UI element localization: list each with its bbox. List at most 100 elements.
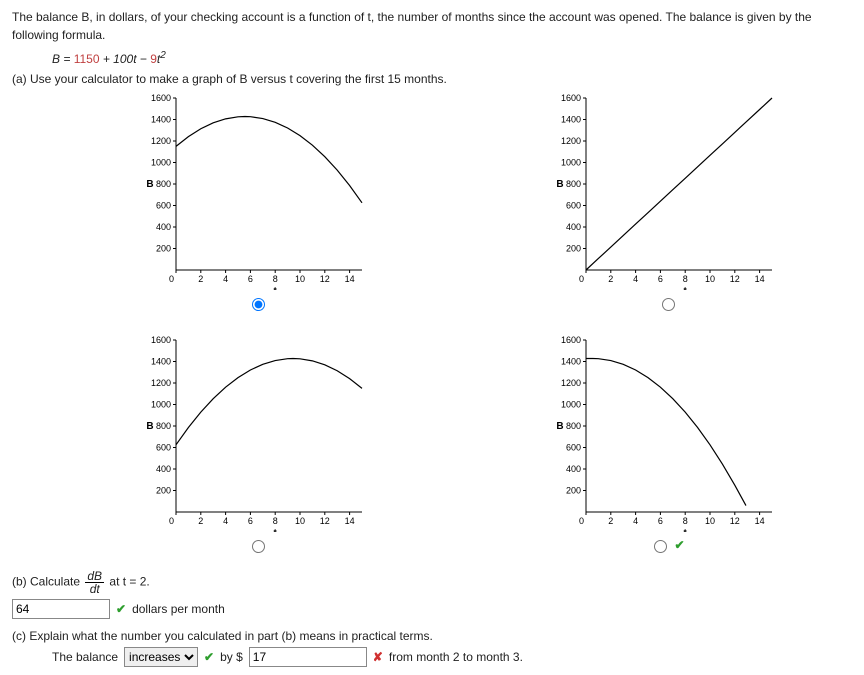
- svg-text:8: 8: [683, 516, 688, 526]
- svg-text:1600: 1600: [151, 93, 171, 103]
- chart-option-2: 200400600800100012001400160024681012140B…: [482, 90, 852, 312]
- chart-1-radio[interactable]: [252, 298, 265, 311]
- svg-text:1600: 1600: [151, 335, 171, 345]
- part-c-text: (c) Explain what the number you calculat…: [12, 629, 852, 643]
- svg-text:12: 12: [730, 274, 740, 284]
- svg-text:6: 6: [248, 274, 253, 284]
- part-a-text: (a) Use your calculator to make a graph …: [12, 72, 852, 86]
- part-c-mid1: by $: [220, 650, 243, 664]
- svg-text:B: B: [556, 421, 563, 432]
- svg-text:800: 800: [566, 179, 581, 189]
- svg-text:200: 200: [566, 244, 581, 254]
- formula: B = 1150 + 100t − 9t2: [52, 50, 852, 66]
- svg-text:600: 600: [566, 443, 581, 453]
- part-b-pre: (b) Calculate: [12, 575, 83, 589]
- part-b-answer-row: ✔ dollars per month: [12, 599, 852, 619]
- svg-text:2: 2: [198, 274, 203, 284]
- svg-text:B: B: [146, 421, 153, 432]
- svg-text:t: t: [684, 286, 688, 290]
- svg-text:6: 6: [248, 516, 253, 526]
- svg-text:B: B: [146, 179, 153, 190]
- svg-text:8: 8: [273, 516, 278, 526]
- part-b-input[interactable]: [12, 599, 110, 619]
- svg-text:1000: 1000: [151, 158, 171, 168]
- svg-text:200: 200: [156, 486, 171, 496]
- part-c-pre: The balance: [52, 650, 118, 664]
- svg-text:1000: 1000: [561, 158, 581, 168]
- svg-text:0: 0: [579, 516, 584, 526]
- chart-3-radio[interactable]: [252, 540, 265, 553]
- part-c-select-check-icon: ✔: [204, 650, 214, 664]
- frac-bot: dt: [85, 583, 104, 595]
- svg-text:400: 400: [566, 464, 581, 474]
- svg-text:8: 8: [683, 274, 688, 284]
- part-c-mid2: from month 2 to month 3.: [389, 650, 523, 664]
- svg-text:600: 600: [156, 201, 171, 211]
- formula-n2: 9: [150, 52, 157, 66]
- svg-text:0: 0: [169, 516, 174, 526]
- formula-n1: 1150: [74, 52, 100, 66]
- svg-text:600: 600: [156, 443, 171, 453]
- svg-text:14: 14: [345, 274, 355, 284]
- svg-text:t: t: [274, 528, 278, 532]
- svg-text:200: 200: [566, 486, 581, 496]
- part-b-post: at t = 2.: [109, 575, 149, 589]
- svg-text:2: 2: [608, 516, 613, 526]
- svg-text:1200: 1200: [561, 378, 581, 388]
- part-b: (b) Calculate dB dt at t = 2.: [12, 570, 852, 595]
- svg-text:1400: 1400: [561, 115, 581, 125]
- part-c-select[interactable]: increases: [124, 647, 198, 667]
- svg-text:600: 600: [566, 201, 581, 211]
- svg-text:10: 10: [295, 516, 305, 526]
- svg-text:1600: 1600: [561, 93, 581, 103]
- part-c-amount-input[interactable]: [249, 647, 367, 667]
- chart-2-svg: 200400600800100012001400160024681012140B…: [552, 90, 782, 290]
- chart-4-correct-icon: ✔: [674, 538, 684, 552]
- svg-text:t: t: [274, 286, 278, 290]
- svg-text:4: 4: [223, 516, 228, 526]
- part-b-fraction: dB dt: [85, 570, 104, 595]
- svg-text:12: 12: [730, 516, 740, 526]
- svg-text:14: 14: [755, 274, 765, 284]
- svg-text:0: 0: [169, 274, 174, 284]
- chart-4-svg: 200400600800100012001400160024681012140B…: [552, 332, 782, 532]
- svg-text:4: 4: [633, 274, 638, 284]
- part-b-units: dollars per month: [132, 602, 225, 616]
- svg-text:1400: 1400: [561, 357, 581, 367]
- svg-text:6: 6: [658, 274, 663, 284]
- part-c-amount-wrong-icon: ✘: [373, 650, 383, 664]
- chart-1-svg: 200400600800100012001400160024681012140B…: [142, 90, 372, 290]
- chart-2-radio[interactable]: [662, 298, 675, 311]
- formula-lhs: B =: [52, 52, 74, 66]
- svg-text:10: 10: [705, 274, 715, 284]
- svg-text:4: 4: [223, 274, 228, 284]
- svg-text:400: 400: [156, 222, 171, 232]
- svg-text:12: 12: [320, 274, 330, 284]
- svg-text:14: 14: [345, 516, 355, 526]
- svg-text:1600: 1600: [561, 335, 581, 345]
- svg-text:1200: 1200: [151, 378, 171, 388]
- svg-text:2: 2: [608, 274, 613, 284]
- svg-text:8: 8: [273, 274, 278, 284]
- svg-text:800: 800: [156, 179, 171, 189]
- part-c-answer-row: The balance increases ✔ by $ ✘ from mont…: [52, 647, 852, 667]
- chart-option-4: 200400600800100012001400160024681012140B…: [482, 332, 852, 554]
- svg-text:1400: 1400: [151, 357, 171, 367]
- formula-exp: 2: [160, 50, 166, 61]
- svg-text:1400: 1400: [151, 115, 171, 125]
- svg-text:400: 400: [156, 464, 171, 474]
- svg-text:0: 0: [579, 274, 584, 284]
- svg-text:400: 400: [566, 222, 581, 232]
- svg-text:14: 14: [755, 516, 765, 526]
- svg-text:10: 10: [295, 274, 305, 284]
- svg-text:800: 800: [566, 421, 581, 431]
- svg-text:t: t: [684, 528, 688, 532]
- svg-text:6: 6: [658, 516, 663, 526]
- chart-4-radio[interactable]: [654, 540, 667, 553]
- svg-text:2: 2: [198, 516, 203, 526]
- svg-text:4: 4: [633, 516, 638, 526]
- svg-text:200: 200: [156, 244, 171, 254]
- chart-options-grid: 200400600800100012001400160024681012140B…: [72, 90, 852, 554]
- chart-3-svg: 200400600800100012001400160024681012140B…: [142, 332, 372, 532]
- part-b-check-icon: ✔: [116, 602, 126, 616]
